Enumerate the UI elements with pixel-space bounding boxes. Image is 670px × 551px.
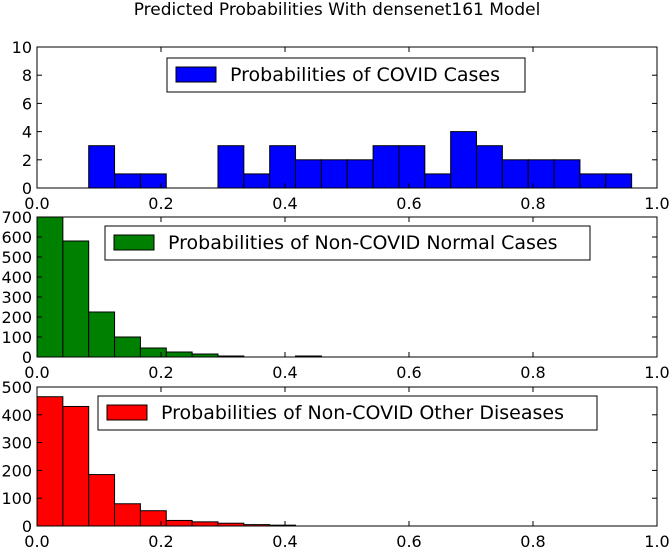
histogram-bar [320, 159, 348, 189]
histogram-bar [217, 145, 245, 189]
axes-frame [36, 216, 658, 358]
histogram-bar [36, 216, 64, 358]
legend-label: Probabilities of Non-COVID Other Disease… [161, 402, 564, 424]
legend-swatch [175, 66, 217, 83]
histogram-bar [295, 159, 322, 189]
histogram-bar [450, 131, 478, 189]
histogram-bar [88, 311, 116, 358]
x-tick-label: 0.8 [520, 194, 545, 213]
legend-swatch [106, 404, 148, 421]
x-tick-label: 0.0 [24, 532, 49, 551]
y-tick-label: 100 [1, 328, 32, 347]
histogram-bar [424, 173, 452, 189]
histogram-bar [139, 347, 167, 358]
y-tick-label: 6 [22, 94, 32, 113]
histogram-bar [88, 474, 116, 527]
y-tick-label: 500 [1, 248, 32, 267]
legend-box [104, 225, 591, 261]
x-tick-label: 0.8 [520, 532, 545, 551]
histogram-bar [527, 159, 555, 189]
histogram-bar [62, 405, 90, 527]
panel-non-covid-other-diseases: 0.0 0.2 0.4 0.6 0.8 1.0 0 100 200 300 400 500 Probab… [1, 378, 669, 551]
x-tick-label: 1.0 [644, 532, 669, 551]
histogram-bar [243, 173, 271, 189]
x-tick-label: 1.0 [644, 363, 669, 382]
y-tick-label: 0 [22, 517, 32, 536]
histogram-bar [88, 145, 116, 189]
panel-non-covid-normal: 0.0 0.2 0.4 0.6 0.8 1.0 0100200300400500600700… [1, 208, 669, 382]
x-tick-label: 0.0 [24, 363, 49, 382]
x-tick-label: 0.2 [148, 363, 173, 382]
histogram-bar [553, 159, 581, 189]
y-tick-label: 0 [22, 179, 32, 198]
histogram-bar [114, 336, 141, 358]
histogram-bar [346, 159, 374, 189]
x-tick-label: 0.4 [272, 532, 297, 551]
histogram-bar [191, 521, 219, 527]
y-tick-label: 400 [1, 268, 32, 287]
histogram-bar [139, 510, 167, 527]
x-tick-label: 0.2 [148, 532, 173, 551]
y-tick-label: 8 [22, 66, 32, 85]
histogram-bar [62, 240, 90, 358]
histogram-bar [501, 159, 529, 189]
panel-covid: 0.0 0.2 0.4 0.6 0.8 1.0 0 2 4 6 8 10 Probabilities o… [12, 38, 670, 213]
histogram-bar [139, 173, 167, 189]
histogram-bar [398, 145, 426, 189]
histogram-bar [114, 503, 141, 527]
y-tick-label: 4 [22, 123, 32, 142]
histogram-bar [372, 145, 400, 189]
x-tick-label: 0.2 [148, 194, 173, 213]
histogram-bar [165, 351, 193, 358]
x-tick-label: 0.6 [396, 532, 421, 551]
histogram-bar [165, 519, 193, 527]
y-tick-label: 200 [1, 461, 32, 480]
y-tick-label: 10 [12, 38, 32, 57]
x-tick-label: 0.6 [396, 363, 421, 382]
legend-swatch [113, 234, 155, 251]
y-tick-label: 2 [22, 151, 32, 170]
x-tick-label: 0.6 [396, 194, 421, 213]
y-tick-label: 600 [1, 228, 32, 247]
y-tick-label: 0 [22, 348, 32, 367]
y-tick-label: 100 [1, 489, 32, 508]
y-tick-label: 700 [1, 208, 32, 227]
histogram-bar [476, 145, 503, 189]
y-tick-label: 400 [1, 406, 32, 425]
legend-box [97, 395, 598, 431]
x-tick-label: 0.8 [520, 363, 545, 382]
y-tick-label: 500 [1, 378, 32, 397]
histogram-bar [269, 145, 297, 189]
x-tick-label: 0.4 [272, 363, 297, 382]
legend-label: Probabilities of Non-COVID Normal Cases [168, 232, 558, 254]
histogram-bar [36, 396, 64, 527]
y-tick-label: 200 [1, 308, 32, 327]
y-tick-label: 300 [1, 434, 32, 453]
x-tick-label: 1.0 [644, 194, 669, 213]
x-tick-label: 0.0 [24, 194, 49, 213]
chart-title: Predicted Probabilities With densenet161… [134, 0, 541, 20]
legend-label: Probabilities of COVID Cases [230, 64, 500, 86]
histogram-bar [114, 173, 141, 189]
y-tick-label: 300 [1, 288, 32, 307]
x-tick-label: 0.4 [272, 194, 297, 213]
legend-box [166, 57, 526, 93]
axes-frame [36, 386, 658, 527]
histogram-bar [579, 173, 607, 189]
axes-frame [36, 46, 658, 189]
histogram-bar [605, 173, 633, 189]
